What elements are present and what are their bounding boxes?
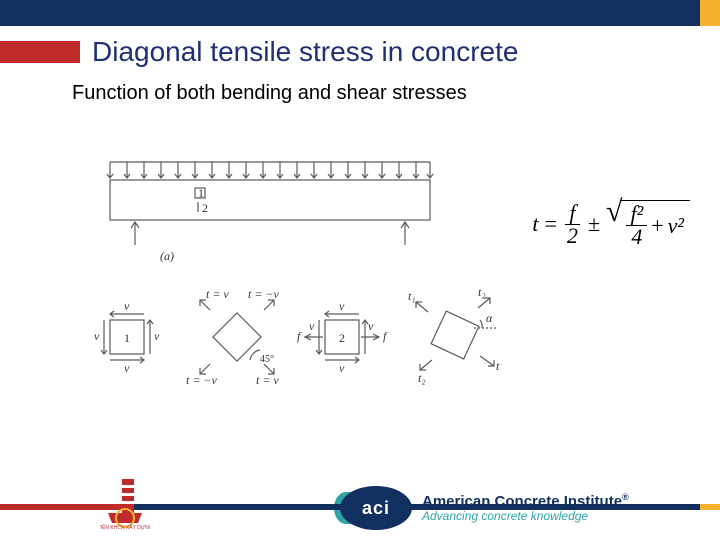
footer: VIỆN KHCN XÂY DỰNG aci American Concrete… [0,472,720,540]
formula-sqrt: √ f² 4 + v² [606,200,690,248]
aci-logo: aci American Concrete Institute® Advanci… [340,478,630,538]
aci-line1: American Concrete Institute® [422,493,629,511]
aci-oval-icon: aci [340,486,412,530]
element-1-rotated: t = v t = −v t = −v t = v 45° [186,287,280,387]
element-3: t₁ t₂ t₂ t₁ α [408,285,500,385]
ibst-logo: VIỆN KHCN XÂY DỰNG [100,475,150,530]
svg-text:t₂: t₂ [478,285,486,299]
svg-text:f: f [383,329,388,343]
diagram-svg: 1 2 (a) 1 v v v v [80,150,500,420]
svg-text:f: f [297,329,302,343]
svg-text:2: 2 [202,201,208,215]
svg-text:t₁: t₁ [496,359,500,373]
formula-term1: f 2 [563,202,582,247]
page-title: Diagonal tensile stress in concrete [92,36,518,68]
formula-pm: ± [588,211,600,237]
title-row: Diagonal tensile stress in concrete [0,36,720,68]
svg-text:t = v: t = v [256,373,279,387]
formula-eq: = [545,211,557,237]
svg-text:t = v: t = v [206,287,229,301]
svg-text:v: v [309,319,315,333]
aci-text: American Concrete Institute® Advancing c… [422,493,629,524]
svg-text:v: v [124,361,130,375]
subtitle: Function of both bending and shear stres… [72,82,720,105]
svg-text:t = −v: t = −v [186,373,218,387]
aci-line2: Advancing concrete knowledge [422,510,629,523]
element-1: 1 v v v v [94,299,160,375]
svg-text:t = −v: t = −v [248,287,280,301]
svg-text:VIỆN KHCN XÂY DỰNG: VIỆN KHCN XÂY DỰNG [100,523,150,530]
principal-stress-formula: t = f 2 ± √ f² 4 + v² [532,200,690,248]
svg-text:(a): (a) [160,249,174,263]
header-bar [0,0,720,26]
svg-text:v: v [124,299,130,313]
svg-text:t₂: t₂ [418,371,426,385]
svg-text:45°: 45° [260,354,274,365]
svg-text:v: v [154,329,160,343]
svg-text:v: v [339,299,345,313]
svg-text:1: 1 [124,331,130,345]
svg-text:v: v [94,329,100,343]
svg-text:2: 2 [339,331,345,345]
element-2: 2 v v v v f f [297,299,388,375]
formula-lhs: t [532,211,538,237]
svg-text:v: v [368,319,374,333]
svg-text:t₁: t₁ [408,289,416,303]
beam-diagram: 1 2 (a) [107,162,433,263]
svg-text:v: v [339,361,345,375]
svg-text:1: 1 [198,186,204,200]
figures-area: 1 2 (a) 1 v v v v [80,150,680,420]
title-accent-block [0,41,80,63]
svg-text:α: α [486,311,493,325]
